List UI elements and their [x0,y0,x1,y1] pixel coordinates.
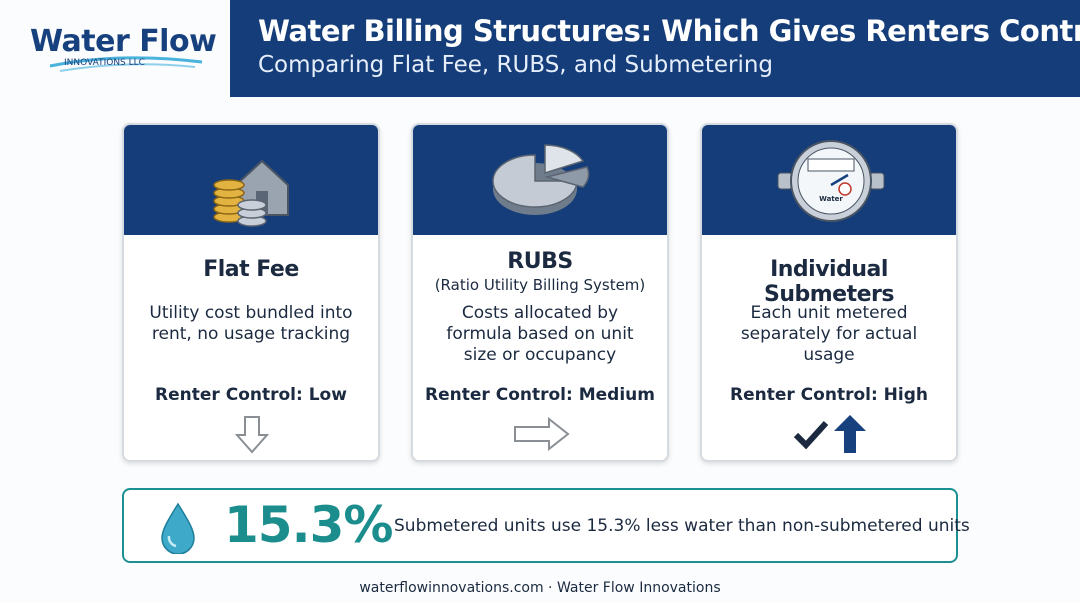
card-description: Costs allocated by formula based on unit… [446,303,634,365]
footer: waterflowinnovations.com · Water Flow In… [359,580,721,596]
icon-meter: Water [777,140,885,222]
card-control: Renter Control: High [730,385,928,405]
card-title: RUBS [507,249,573,274]
stat-text: Submetered units use 15.3% less water th… [394,516,970,536]
card-description: Utility cost bundled into rent, no usage… [149,303,353,344]
card: Flat Fee Utility cost bundled into rent,… [122,123,380,462]
icon-house-coins [213,159,289,227]
card-header [413,125,667,235]
header-subtitle: Comparing Flat Fee, RUBS, and Submeterin… [258,52,774,78]
card-title: Flat Fee [203,257,299,282]
logo-wave [49,56,203,72]
arrow-down [234,416,270,454]
header-title: Water Billing Structures: Which Gives Re… [258,14,1080,48]
stat-value: 15.3% [224,496,393,554]
card-title: Individual Submeters [764,257,894,307]
card-subtitle: (Ratio Utility Billing System) [434,276,646,294]
card-description: Each unit metered separately for actual … [740,303,918,365]
logo-name: Water Flow [30,24,217,59]
arrow-right [514,417,570,451]
card-header [124,125,378,235]
check-up-arrow [793,415,866,453]
icon-drop [161,502,195,554]
svg-text:Water: Water [819,195,843,203]
icon-pie [492,144,590,215]
logo-tagline: INNOVATIONS LLC [64,58,145,68]
card: RUBS (Ratio Utility Billing System) Cost… [411,123,669,462]
stat-box: 15.3% Submetered units use 15.3% less wa… [122,488,970,563]
card: Water Individual Submeters Each unit met… [700,123,958,462]
header: Water Billing Structures: Which Gives Re… [230,0,1080,97]
card-header: Water [702,125,956,235]
card-control: Renter Control: Low [155,385,347,405]
card-control: Renter Control: Medium [425,385,655,405]
